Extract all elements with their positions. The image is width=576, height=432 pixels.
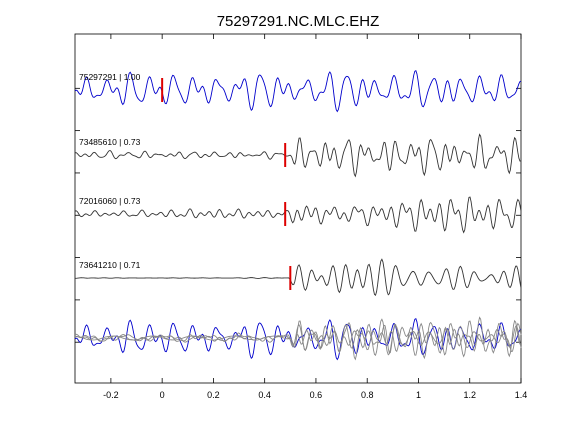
x-tick-label: 0.6 (310, 390, 323, 400)
x-tick-label: 1.4 (515, 390, 528, 400)
trace-line (74, 258, 522, 297)
x-tick-label: 1 (416, 390, 421, 400)
x-tick-label: -0.2 (103, 390, 119, 400)
trace-labels: 75297291 | 1.00 73485610 | 0.73 72016060 |… (79, 72, 141, 270)
trace-label: 75297291 | 1.00 (79, 72, 141, 82)
x-tick-label: 0.2 (207, 390, 220, 400)
x-tick-label: 0.4 (258, 390, 271, 400)
plot-frame (74, 33, 522, 384)
overlay-trace-line (74, 320, 522, 358)
trace-line (74, 70, 522, 113)
axis-ticks: -0.2 0 0.2 0.4 0.6 0.8 1 1.2 1.4 (75, 34, 527, 400)
x-tick-label: 0.8 (361, 390, 374, 400)
trace-label: 73485610 | 0.73 (79, 137, 141, 147)
trace-line (74, 196, 522, 234)
trace-line (74, 133, 522, 178)
x-tick-label: 1.2 (463, 390, 476, 400)
x-tick-label: 0 (160, 390, 165, 400)
chart-title: 75297291.NC.MLC.EHZ (217, 13, 380, 30)
overlay-trace-line (74, 318, 522, 357)
trace-label: 72016060 | 0.73 (79, 196, 141, 206)
traces (74, 70, 522, 361)
trace-label: 73641210 | 0.71 (79, 260, 141, 270)
